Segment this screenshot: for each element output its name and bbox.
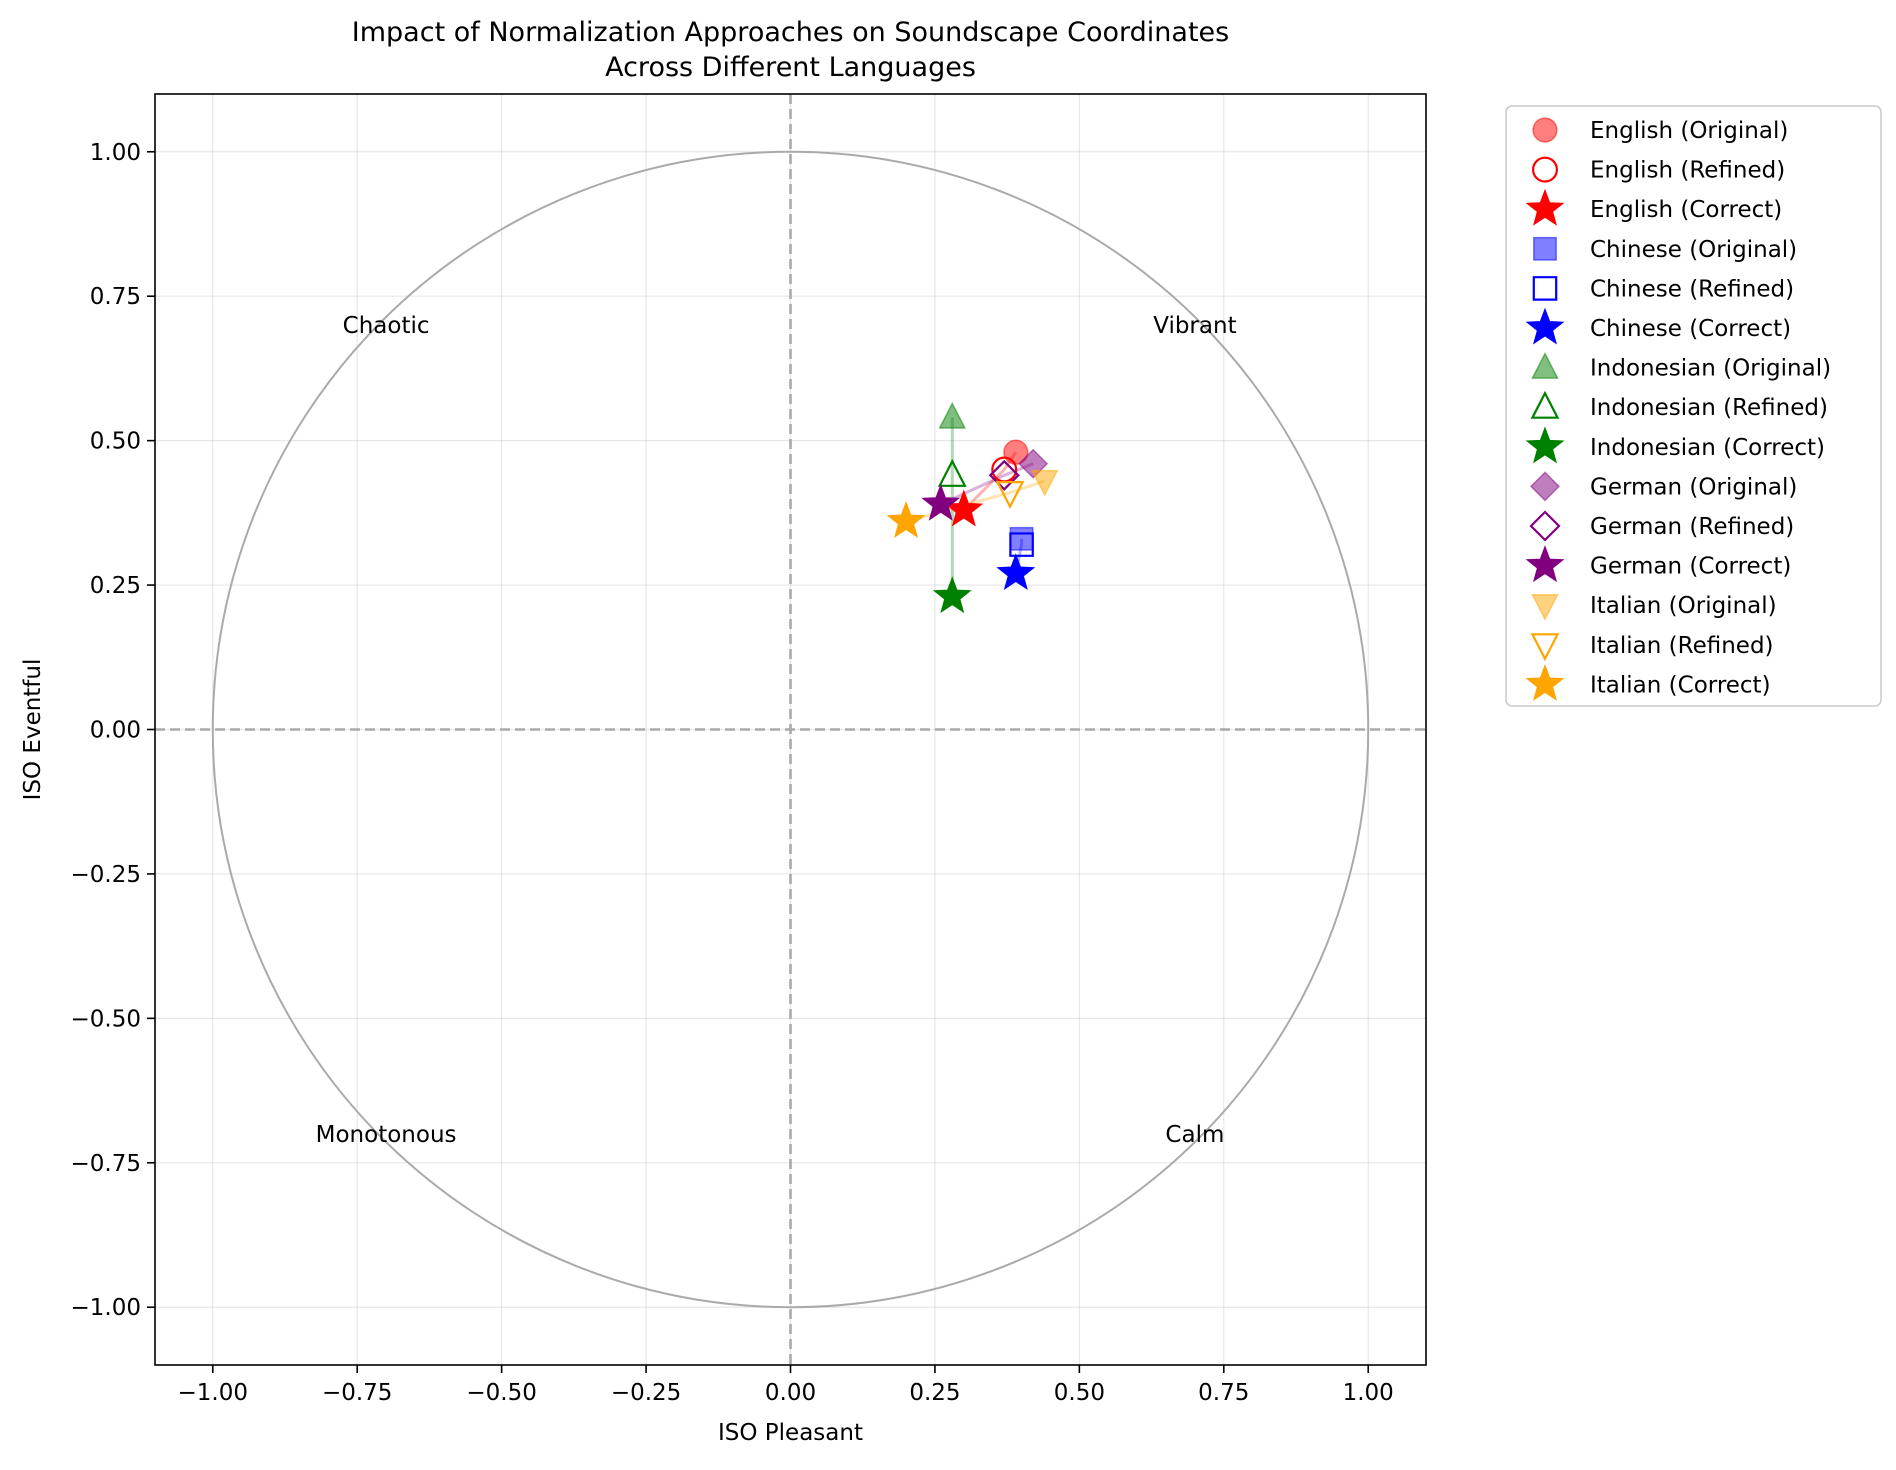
legend-label: Italian (Original) — [1590, 593, 1777, 619]
x-tick-label: −0.50 — [466, 1380, 536, 1406]
legend-item: Chinese (Original) — [1533, 236, 1797, 263]
legend-label: Chinese (Correct) — [1590, 316, 1791, 342]
legend-item: German (Refined) — [1529, 510, 1794, 542]
legend-box — [1505, 105, 1882, 707]
x-axis-label: ISO Pleasant — [718, 1420, 863, 1446]
point-indonesian-original — [938, 401, 967, 429]
legend-marker-english-original — [1532, 117, 1558, 143]
legend-marker-english-refined — [1531, 156, 1558, 183]
legend-item: Italian (Refined) — [1530, 633, 1774, 662]
point-chinese-correct — [996, 553, 1036, 591]
legend-item: German (Correct) — [1525, 545, 1791, 583]
legend-marker-indonesian-refined — [1530, 390, 1560, 419]
x-tick-label: −0.75 — [322, 1380, 392, 1406]
legend-marker-italian-correct — [1525, 663, 1565, 701]
legend-marker-chinese-correct — [1525, 307, 1565, 345]
y-tick-label: 0.50 — [90, 429, 141, 455]
legend-item: English (Refined) — [1531, 156, 1785, 184]
point-italian-original — [1030, 469, 1059, 497]
legend-item: Chinese (Refined) — [1532, 276, 1794, 302]
legend: English (Original) English (Refined) Engli… — [1505, 105, 1882, 707]
point-indonesian-correct — [932, 576, 972, 614]
y-tick-label: 0.75 — [90, 284, 141, 310]
legend-label: English (Original) — [1590, 118, 1788, 144]
legend-label: German (Original) — [1590, 474, 1797, 500]
legend-label: Indonesian (Correct) — [1590, 435, 1825, 461]
point-italian-refined — [995, 481, 1025, 510]
quadrant-label-vibrant: Vibrant — [1153, 313, 1236, 339]
y-tick-label: 0.00 — [90, 718, 141, 744]
point-italian-correct — [886, 501, 926, 539]
quadrant-label-monotonous: Monotonous — [316, 1122, 457, 1148]
legend-marker-chinese-original — [1533, 236, 1557, 261]
point-german-refined — [988, 459, 1020, 491]
legend-item: Italian (Original) — [1531, 593, 1777, 621]
legend-label: English (Refined) — [1590, 158, 1785, 184]
y-tick-label: −0.25 — [71, 862, 141, 888]
legend-item: English (Correct) — [1525, 188, 1782, 226]
x-tick-label: 0.00 — [765, 1380, 816, 1406]
legend-item: German (Original) — [1529, 471, 1797, 502]
legend-item: Italian (Correct) — [1525, 663, 1771, 701]
y-tick-label: −0.75 — [71, 1151, 141, 1177]
x-tick-label: 0.25 — [909, 1380, 960, 1406]
legend-marker-italian-original — [1531, 593, 1559, 621]
legend-label: English (Correct) — [1590, 197, 1782, 223]
legend-marker-indonesian-original — [1531, 351, 1559, 379]
legend-item: Indonesian (Correct) — [1525, 426, 1825, 464]
y-tick-label: 0.25 — [90, 573, 141, 599]
legend-marker-indonesian-correct — [1525, 426, 1565, 464]
legend-item: English (Original) — [1532, 117, 1788, 144]
y-tick-label: −0.50 — [71, 1006, 141, 1032]
y-tick-label: 1.00 — [90, 140, 141, 166]
point-chinese-refined — [1009, 532, 1034, 557]
chart-title-line-1: Impact of Normalization Approaches on So… — [352, 17, 1229, 48]
point-indonesian-refined — [937, 458, 967, 487]
legend-marker-chinese-refined — [1532, 276, 1558, 301]
legend-label: Italian (Correct) — [1590, 672, 1771, 698]
quadrant-label-calm: Calm — [1165, 1122, 1224, 1148]
legend-label: Chinese (Original) — [1590, 237, 1797, 263]
legend-marker-german-refined — [1529, 510, 1561, 542]
quadrant-label-chaotic: Chaotic — [343, 313, 430, 339]
x-tick-label: 0.75 — [1198, 1380, 1249, 1406]
legend-label: Indonesian (Original) — [1590, 356, 1831, 382]
legend-label: Indonesian (Refined) — [1590, 395, 1828, 421]
point-german-correct — [921, 483, 961, 521]
chart-title-line-2: Across Different Languages — [605, 52, 976, 83]
point-german-original — [1018, 448, 1049, 479]
y-axis-label: ISO Eventful — [20, 659, 46, 801]
legend-label: Italian (Refined) — [1590, 633, 1774, 659]
y-tick-label: −1.00 — [71, 1295, 141, 1321]
markers — [886, 401, 1059, 614]
legend-item: Indonesian (Refined) — [1530, 390, 1828, 421]
unit-circle — [211, 150, 1370, 1309]
legend-marker-german-original — [1529, 471, 1561, 502]
legend-item: Chinese (Correct) — [1525, 307, 1791, 345]
x-tick-label: −1.00 — [178, 1380, 248, 1406]
x-tick-label: 0.50 — [1054, 1380, 1105, 1406]
legend-label: Chinese (Refined) — [1590, 276, 1794, 302]
x-tick-label: 1.00 — [1343, 1380, 1394, 1406]
legend-label: German (Correct) — [1590, 554, 1791, 580]
legend-label: German (Refined) — [1590, 514, 1794, 540]
legend-item: Indonesian (Original) — [1531, 351, 1831, 382]
x-tick-label: −0.25 — [611, 1380, 681, 1406]
legend-marker-german-correct — [1525, 545, 1565, 583]
legend-marker-english-correct — [1525, 188, 1565, 226]
legend-marker-italian-refined — [1530, 633, 1560, 662]
point-chinese-original — [1009, 526, 1034, 551]
